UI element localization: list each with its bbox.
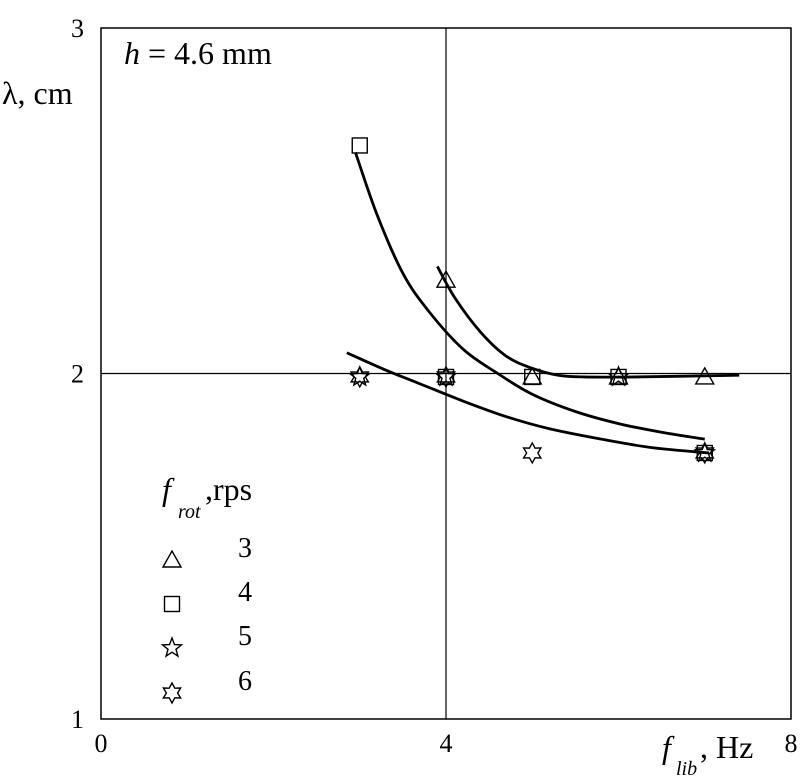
legend-title-main: f (162, 471, 175, 507)
x-tick-label: 8 (785, 729, 798, 758)
annotation-rest: = 4.6 mm (140, 35, 272, 71)
data-points (348, 137, 717, 465)
grid-lines (101, 28, 791, 719)
legend-label: 4 (238, 577, 252, 608)
data-point-star6 (522, 441, 543, 465)
data-point-square (524, 368, 541, 386)
annotation-h: h = 4.6 mm (124, 35, 272, 71)
legend-marker-square (163, 595, 181, 613)
fit-curves (346, 151, 740, 455)
y-tick-label: 2 (71, 360, 84, 389)
x-axis-label: f lib , Hz (662, 729, 753, 780)
data-point-star5 (607, 364, 630, 387)
fit-curve (436, 265, 740, 379)
y-axis-label: λ, cm (2, 75, 73, 111)
data-point-triangle (694, 366, 715, 385)
legend-label: 6 (238, 666, 252, 697)
y-tick-label: 1 (71, 705, 84, 734)
x-axis-label-unit: , Hz (700, 729, 753, 765)
data-point-star6 (694, 441, 715, 465)
legend: f rot ,rps 3 4 5 6 (160, 471, 252, 705)
annotation-var: h (124, 35, 140, 71)
data-point-star6 (349, 365, 370, 389)
x-tick-label: 0 (95, 729, 108, 758)
data-point-square (351, 137, 368, 154)
legend-marker-star6 (162, 681, 182, 705)
data-point-star6 (436, 365, 456, 389)
legend-marker-triangle (161, 549, 183, 568)
legend-label: 3 (238, 533, 252, 564)
data-point-square (610, 368, 627, 386)
data-point-square (696, 444, 713, 462)
y-tick-label: 3 (71, 14, 84, 43)
legend-items: 3 4 5 6 (160, 533, 252, 705)
x-tick-label: 4 (440, 729, 453, 758)
data-point-triangle (435, 269, 457, 288)
x-axis-label-sub: lib (676, 758, 697, 780)
legend-title-unit: ,rps (205, 471, 252, 507)
data-point-square (437, 368, 455, 386)
fit-curve (354, 151, 705, 441)
legend-label: 5 (238, 621, 252, 652)
x-axis-label-main: f (662, 729, 675, 765)
legend-marker-star5 (160, 636, 184, 658)
fit-curve (346, 351, 710, 455)
legend-title-sub: rot (178, 501, 201, 523)
